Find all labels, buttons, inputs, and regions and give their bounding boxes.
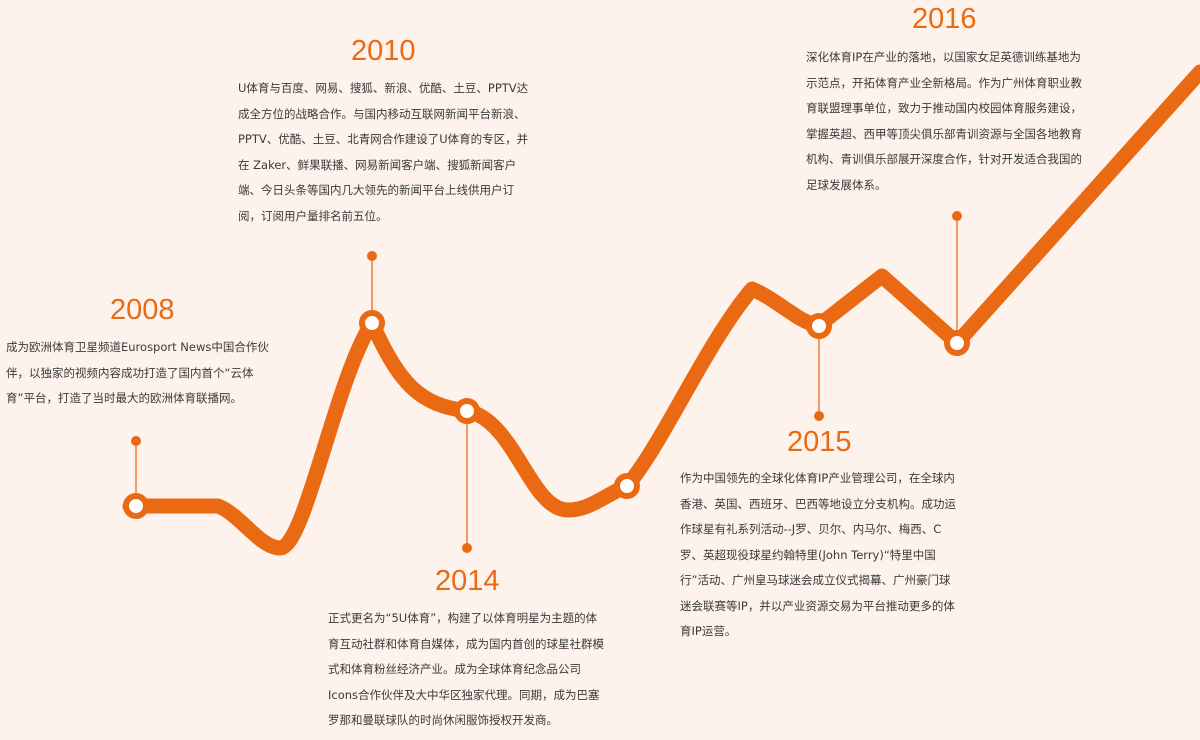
milestone-node-2010 <box>359 310 385 336</box>
stem-dots <box>131 211 962 553</box>
milestone-node-2016 <box>944 330 970 356</box>
milestone-2016-year: 2016 <box>912 3 977 35</box>
stem-dot-2016 <box>952 211 962 221</box>
milestone-2014-year: 2014 <box>435 565 500 597</box>
milestone-nodes <box>123 310 970 519</box>
milestone-node-2008 <box>123 493 149 519</box>
milestone-node-2014 <box>454 398 480 424</box>
milestone-node-2014b <box>614 473 640 499</box>
milestone-2015-year: 2015 <box>787 426 852 458</box>
stem-dot-2010 <box>367 251 377 261</box>
milestone-2015-text: 作为中国领先的全球化体育IP产业管理公司，在全球内香港、英国、西班牙、巴西等地设… <box>680 471 956 638</box>
milestone-2010-year: 2010 <box>351 35 416 67</box>
milestone-2016-text: 深化体育IP在产业的落地，以国家女足英德训练基地为示范点，开拓体育产业全新格局。… <box>806 50 1082 192</box>
connector-stems <box>135 216 958 548</box>
stem-dot-2008 <box>131 436 141 446</box>
milestone-2010-text: U体育与百度、网易、搜狐、新浪、优酷、土豆、PPTV达成全方位的战略合作。与国内… <box>238 81 529 223</box>
milestone-node-2015 <box>806 313 832 339</box>
stem-dot-2014 <box>462 543 472 553</box>
milestone-2014-text: 正式更名为“5U体育”，构建了以体育明星为主题的体育互动社群和体育自媒体，成为国… <box>328 611 604 727</box>
stem-dot-2015 <box>814 411 824 421</box>
milestone-2008-text: 成为欧洲体育卫星频道Eurosport News中国合作伙伴，以独家的视频内容成… <box>6 340 269 405</box>
timeline-line <box>122 64 1200 556</box>
milestone-2008-year: 2008 <box>110 294 175 326</box>
